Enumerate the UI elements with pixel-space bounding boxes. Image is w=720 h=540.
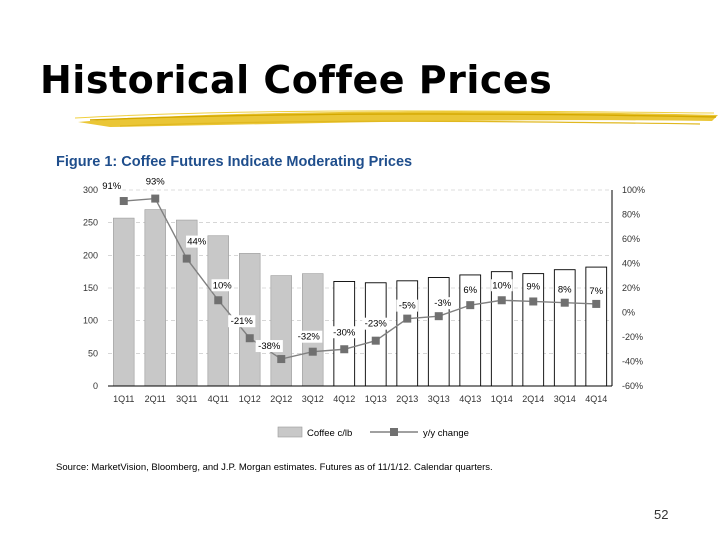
data-label-bg xyxy=(144,175,166,188)
bar-2Q13 xyxy=(396,280,419,387)
yy-change-line xyxy=(123,197,597,360)
yy-change-point-4Q14 xyxy=(592,299,601,308)
data-label-bg xyxy=(295,330,323,343)
data-label-bg xyxy=(396,299,418,312)
title-underline-decoration xyxy=(74,110,718,127)
data-label-bg xyxy=(462,284,479,297)
y-left-tick-label: 0 xyxy=(93,381,98,391)
data-label-bg xyxy=(556,283,573,296)
data-label-3Q11: 44% xyxy=(187,237,207,248)
data-label-bg xyxy=(491,279,513,292)
x-tick-label: 3Q14 xyxy=(554,394,576,404)
bar-2Q11 xyxy=(144,209,166,387)
data-label-bg xyxy=(330,326,358,339)
yy-change-point-3Q12 xyxy=(308,347,317,356)
x-tick-label: 1Q11 xyxy=(113,394,134,404)
y-left-tick-label: 300 xyxy=(83,185,98,195)
data-label-1Q12: -21% xyxy=(231,316,254,327)
yy-change-point-1Q12 xyxy=(245,334,254,343)
x-tick-label: 2Q11 xyxy=(145,394,166,404)
y-right-tick-label: -20% xyxy=(622,332,643,342)
bar-4Q11 xyxy=(207,235,229,387)
yy-change-point-1Q14 xyxy=(497,296,506,305)
bar-1Q13 xyxy=(364,282,387,387)
yy-change-point-3Q14 xyxy=(560,298,569,307)
data-label-bg xyxy=(525,280,542,293)
y-right-tick-label: 60% xyxy=(622,234,640,244)
x-tick-label: 3Q13 xyxy=(428,394,450,404)
x-tick-label: 3Q11 xyxy=(176,394,197,404)
y-left-tick-label: 250 xyxy=(83,218,98,228)
y-left-tick-label: 150 xyxy=(83,283,98,293)
data-label-1Q13: -23% xyxy=(365,319,388,330)
yy-change-point-1Q11 xyxy=(119,197,128,206)
yy-change-point-1Q13 xyxy=(371,336,380,345)
bar-3Q12 xyxy=(302,273,324,387)
y-right-tick-label: -60% xyxy=(622,381,643,391)
yy-change-point-4Q12 xyxy=(340,345,349,354)
x-tick-label: 2Q12 xyxy=(270,394,292,404)
yy-change-point-2Q12 xyxy=(277,355,286,364)
data-label-bg xyxy=(255,340,283,353)
data-label-3Q13: -3% xyxy=(434,298,451,309)
legend-swatch-yy-marker xyxy=(390,428,398,436)
data-label-bg xyxy=(588,284,605,297)
yy-change-point-4Q11 xyxy=(214,296,223,305)
coffee-price-chart: 0 50 100 150 200 250 300 -60% -40% -20% 0% 20% 40% 60… xyxy=(83,175,645,439)
legend-swatch-coffee xyxy=(277,426,303,438)
legend-label-coffee: Coffee c/lb xyxy=(307,428,352,439)
x-tick-label: 2Q14 xyxy=(522,394,544,404)
x-tick-label: 1Q12 xyxy=(239,394,261,404)
y-right-tick-label: 100% xyxy=(622,185,645,195)
y-left-tick-label: 50 xyxy=(88,348,98,358)
x-tick-label: 3Q12 xyxy=(302,394,324,404)
chart-source-note: Source: MarketVision, Bloomberg, and J.P… xyxy=(56,462,493,473)
data-label-1Q11: 91% xyxy=(102,181,122,192)
data-label-2Q13: -5% xyxy=(399,301,416,312)
yy-change-point-2Q14 xyxy=(529,297,538,306)
slide-title: Historical Coffee Prices xyxy=(40,58,553,102)
x-tick-label: 1Q13 xyxy=(365,394,387,404)
data-label-bg xyxy=(211,279,233,292)
yy-change-point-2Q11 xyxy=(151,194,160,203)
data-label-1Q14: 10% xyxy=(492,280,512,291)
yy-change-point-2Q13 xyxy=(403,314,412,323)
x-tick-label: 4Q13 xyxy=(459,394,481,404)
data-label-2Q12: -38% xyxy=(258,341,281,352)
legend-label-yy: y/y change xyxy=(423,428,469,439)
y-right-tick-label: 20% xyxy=(622,283,640,293)
x-tick-label: 1Q14 xyxy=(491,394,513,404)
yy-change-point-4Q13 xyxy=(466,301,475,310)
data-label-4Q11: 10% xyxy=(213,280,233,291)
yy-change-point-3Q13 xyxy=(434,312,443,321)
data-label-bg xyxy=(362,317,390,330)
data-label-bg xyxy=(101,180,123,193)
chart-title: Figure 1: Coffee Futures Indicate Modera… xyxy=(56,154,413,170)
bar-3Q13 xyxy=(427,277,450,387)
y-right-tick-label: -40% xyxy=(622,357,643,367)
data-label-4Q13: 6% xyxy=(463,285,477,296)
x-tick-label: 4Q14 xyxy=(585,394,607,404)
y-right-tick-label: 40% xyxy=(622,259,640,269)
data-label-4Q14: 7% xyxy=(589,286,603,297)
bar-1Q11 xyxy=(113,217,135,387)
y-left-tick-label: 100 xyxy=(83,316,98,326)
data-label-3Q12: -32% xyxy=(298,332,321,343)
bar-2Q12 xyxy=(270,275,292,387)
y-left-tick-label: 200 xyxy=(83,250,98,260)
data-label-2Q14: 9% xyxy=(526,281,540,292)
x-tick-label: 4Q11 xyxy=(208,394,229,404)
data-label-3Q14: 8% xyxy=(558,285,572,296)
data-label-bg xyxy=(186,235,208,248)
data-label-bg xyxy=(228,315,256,328)
data-label-4Q12: -30% xyxy=(333,327,356,338)
y-right-tick-label: 80% xyxy=(622,210,640,220)
page-number: 52 xyxy=(654,507,669,522)
x-tick-label: 4Q12 xyxy=(333,394,355,404)
yy-change-point-3Q11 xyxy=(182,254,191,263)
data-label-2Q11: 93% xyxy=(146,177,166,188)
y-right-tick-label: 0% xyxy=(622,308,635,318)
data-label-bg xyxy=(432,297,454,310)
x-tick-label: 2Q13 xyxy=(396,394,418,404)
